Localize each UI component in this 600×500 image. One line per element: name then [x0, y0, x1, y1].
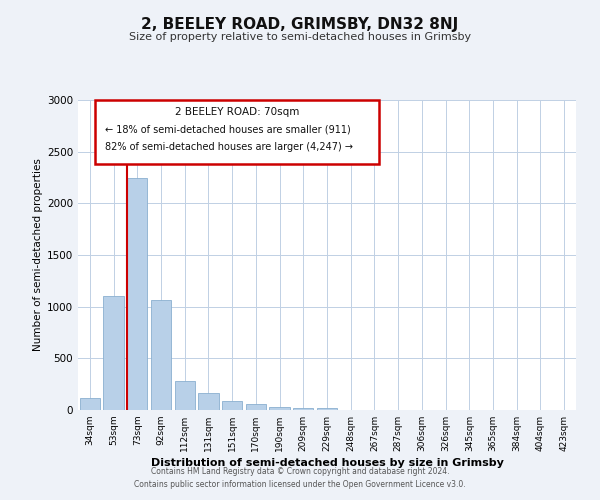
Bar: [293, 408, 313, 410]
Bar: [80, 398, 100, 410]
Text: ← 18% of semi-detached houses are smaller (911): ← 18% of semi-detached houses are smalle…: [106, 125, 351, 135]
Text: Contains public sector information licensed under the Open Government Licence v3: Contains public sector information licen…: [134, 480, 466, 489]
Text: Size of property relative to semi-detached houses in Grimsby: Size of property relative to semi-detach…: [129, 32, 471, 42]
Y-axis label: Number of semi-detached properties: Number of semi-detached properties: [33, 158, 43, 352]
Text: Contains HM Land Registry data © Crown copyright and database right 2024.: Contains HM Land Registry data © Crown c…: [151, 467, 449, 476]
Bar: [269, 407, 290, 410]
Bar: [175, 381, 195, 410]
Text: 2, BEELEY ROAD, GRIMSBY, DN32 8NJ: 2, BEELEY ROAD, GRIMSBY, DN32 8NJ: [142, 18, 458, 32]
X-axis label: Distribution of semi-detached houses by size in Grimsby: Distribution of semi-detached houses by …: [151, 458, 503, 468]
Bar: [151, 300, 171, 410]
Text: 82% of semi-detached houses are larger (4,247) →: 82% of semi-detached houses are larger (…: [106, 142, 353, 152]
Bar: [246, 404, 266, 410]
Bar: [103, 296, 124, 410]
Text: 2 BEELEY ROAD: 70sqm: 2 BEELEY ROAD: 70sqm: [175, 107, 299, 117]
Bar: [127, 178, 148, 410]
FancyBboxPatch shape: [95, 100, 379, 164]
Bar: [222, 400, 242, 410]
Bar: [199, 394, 218, 410]
Bar: [317, 408, 337, 410]
